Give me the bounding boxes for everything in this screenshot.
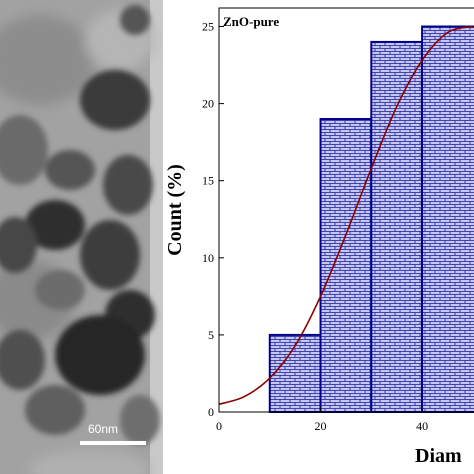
y-tick-label: 20 xyxy=(202,97,214,111)
scale-bar-label: 60nm xyxy=(88,422,119,436)
tem-micrograph: 60nm xyxy=(0,0,163,474)
y-tick-label: 5 xyxy=(208,328,214,342)
y-tick-label: 15 xyxy=(202,174,214,188)
x-axis-label: Diam xyxy=(415,445,462,467)
y-tick-label: 10 xyxy=(202,251,214,265)
scale-bar xyxy=(80,441,146,445)
histogram-bar xyxy=(421,25,474,414)
y-tick-label: 0 xyxy=(208,405,214,419)
histogram-bar xyxy=(319,118,373,414)
histogram-chart: 0 5 10 15 20 25 0 20 40 ZnO-pure Count (%) Diam xyxy=(164,7,474,467)
histogram-panel: 0 5 10 15 20 25 0 20 40 ZnO-pure Count (%) Diam xyxy=(163,0,474,474)
histogram-bar xyxy=(370,40,424,413)
y-tick-label: 25 xyxy=(202,20,214,34)
plot-frame xyxy=(218,7,474,413)
x-tick-label: 20 xyxy=(315,419,327,433)
x-tick-label: 40 xyxy=(416,419,428,433)
chart-title: ZnO-pure xyxy=(223,14,279,29)
y-axis-label: Count (%) xyxy=(164,164,186,256)
fit-curve xyxy=(218,25,474,406)
x-tick-label: 0 xyxy=(216,419,222,433)
